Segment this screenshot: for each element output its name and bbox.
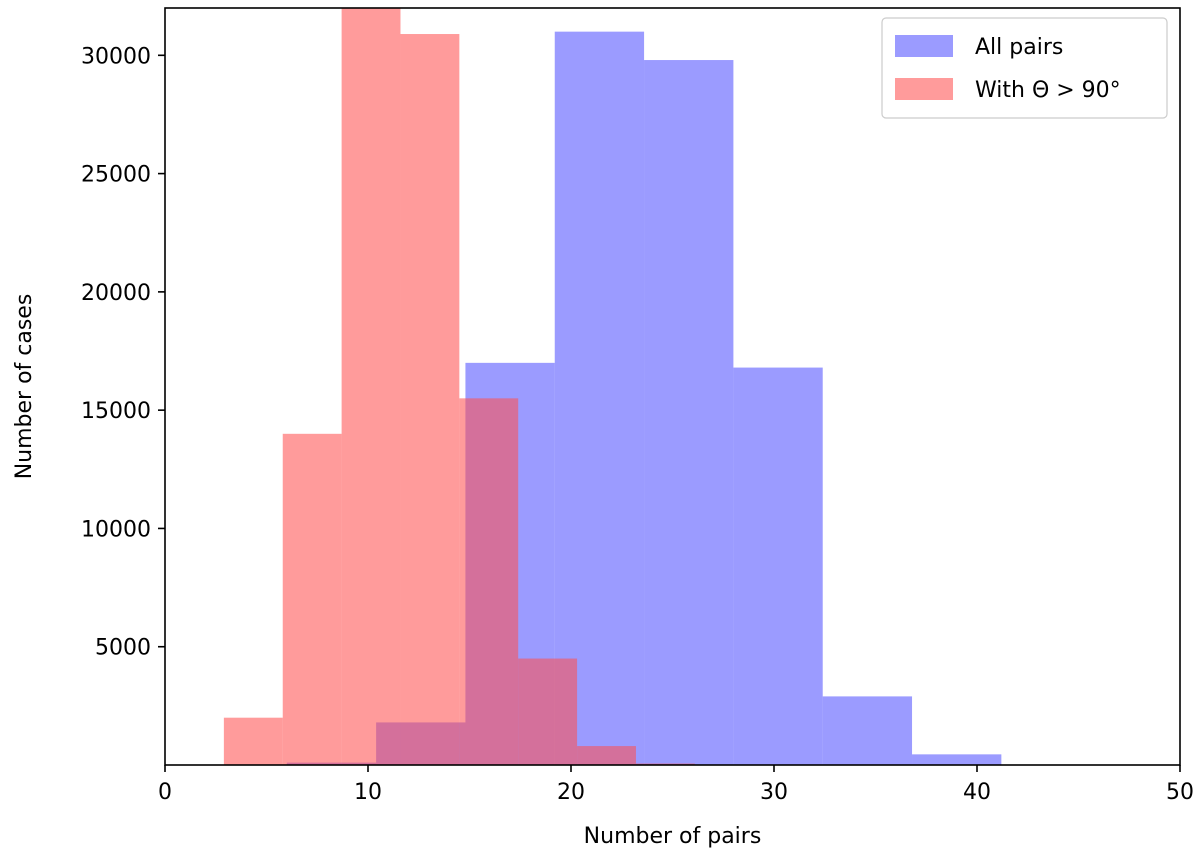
x-axis-ticks: 0 10 20 30 40 50 bbox=[158, 765, 1194, 805]
x-tick-label: 50 bbox=[1166, 780, 1194, 805]
y-tick-label: 10000 bbox=[81, 517, 151, 542]
legend: All pairs With Θ > 90° bbox=[881, 17, 1168, 119]
bar-theta-gt-90-6 bbox=[577, 746, 636, 765]
y-tick-label: 15000 bbox=[81, 399, 151, 424]
bar-all-pairs-8 bbox=[912, 754, 1002, 765]
bar-theta-gt-90-2 bbox=[341, 8, 401, 765]
x-tick-label: 40 bbox=[963, 780, 991, 805]
y-tick-label: 25000 bbox=[81, 163, 151, 188]
x-tick-label: 20 bbox=[557, 780, 585, 805]
x-tick-label: 10 bbox=[354, 780, 382, 805]
x-axis-label: Number of pairs bbox=[584, 824, 762, 849]
bar-all-pairs-6 bbox=[733, 367, 823, 765]
plot-frame bbox=[164, 7, 1181, 766]
bar-all-pairs-5 bbox=[644, 60, 734, 765]
legend-label-all-pairs: All pairs bbox=[975, 35, 1063, 60]
bar-theta-gt-90-1 bbox=[282, 433, 342, 765]
y-axis-ticks: 5000 10000 15000 20000 25000 30000 bbox=[81, 44, 165, 661]
bar-theta-gt-90-0 bbox=[223, 717, 283, 765]
legend-label-theta-gt-90: With Θ > 90° bbox=[975, 78, 1121, 103]
x-tick-label: 30 bbox=[760, 780, 788, 805]
y-tick-label: 5000 bbox=[95, 636, 151, 661]
bars-layer bbox=[197, 8, 1002, 765]
bar-all-pairs-4 bbox=[554, 31, 645, 765]
legend-swatch-theta-gt-90 bbox=[895, 78, 953, 100]
bar-theta-gt-90-4 bbox=[459, 398, 519, 765]
y-tick-label: 20000 bbox=[81, 281, 151, 306]
bar-all-pairs-7 bbox=[822, 696, 913, 765]
y-tick-label: 30000 bbox=[81, 44, 151, 69]
bar-theta-gt-90-3 bbox=[400, 34, 460, 765]
legend-box bbox=[881, 17, 1168, 119]
x-tick-label: 0 bbox=[158, 780, 172, 805]
y-axis-label: Number of cases bbox=[12, 294, 37, 480]
legend-swatch-all-pairs bbox=[895, 35, 953, 57]
bar-theta-gt-90-5 bbox=[518, 658, 578, 765]
